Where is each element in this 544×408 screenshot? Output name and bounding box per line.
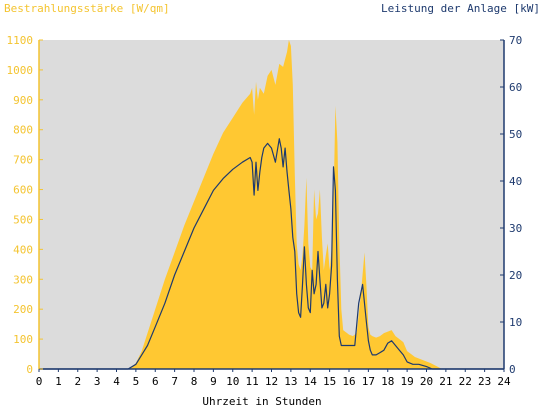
left-tick-label: 700: [13, 154, 33, 167]
left-tick-label: 300: [13, 273, 33, 286]
x-tick-label: 6: [152, 375, 159, 388]
right-tick-label: 60: [509, 81, 522, 94]
x-tick-label: 23: [478, 375, 491, 388]
x-tick-label: 18: [381, 375, 394, 388]
left-tick-label: 900: [13, 94, 33, 107]
left-tick-label: 500: [13, 213, 33, 226]
left-tick-label: 1100: [7, 34, 34, 47]
x-tick-label: 17: [362, 375, 375, 388]
right-tick-label: 0: [509, 363, 516, 376]
x-tick-label: 13: [284, 375, 297, 388]
x-tick-label: 9: [210, 375, 217, 388]
x-tick-label: 22: [459, 375, 472, 388]
power-line: [39, 138, 504, 370]
axes-layer: 0100200300400500600700800900100011000102…: [7, 34, 523, 388]
x-tick-label: 16: [342, 375, 355, 388]
right-tick-label: 50: [509, 128, 522, 141]
x-tick-label: 5: [133, 375, 140, 388]
left-tick-label: 1000: [7, 64, 34, 77]
x-tick-label: 2: [74, 375, 81, 388]
right-tick-label: 10: [509, 316, 522, 329]
left-tick-label: 0: [26, 363, 33, 376]
x-tick-label: 1: [55, 375, 62, 388]
left-tick-label: 400: [13, 243, 33, 256]
x-tick-label: 4: [113, 375, 120, 388]
right-tick-label: 20: [509, 269, 522, 282]
irradiance-area: [39, 40, 504, 369]
right-axis-title: Leistung der Anlage [kW]: [381, 2, 540, 15]
x-tick-label: 3: [94, 375, 101, 388]
x-tick-label: 11: [246, 375, 259, 388]
left-axis-title: Bestrahlungsstärke [W/qm]: [4, 2, 170, 15]
series-layer: [39, 40, 504, 370]
left-tick-label: 100: [13, 333, 33, 346]
left-tick-label: 600: [13, 184, 33, 197]
x-tick-label: 24: [497, 375, 511, 388]
x-tick-label: 7: [171, 375, 178, 388]
left-tick-label: 800: [13, 124, 33, 137]
x-axis-label: Uhrzeit in Stunden: [202, 395, 321, 408]
right-tick-label: 70: [509, 34, 522, 47]
x-tick-label: 8: [191, 375, 198, 388]
x-tick-label: 19: [401, 375, 414, 388]
x-tick-label: 15: [323, 375, 336, 388]
x-tick-label: 10: [226, 375, 239, 388]
x-tick-label: 20: [420, 375, 433, 388]
x-tick-label: 12: [265, 375, 278, 388]
right-tick-label: 30: [509, 222, 522, 235]
x-tick-label: 21: [439, 375, 452, 388]
right-tick-label: 40: [509, 175, 522, 188]
x-tick-label: 14: [304, 375, 318, 388]
left-tick-label: 200: [13, 303, 33, 316]
x-tick-label: 0: [36, 375, 43, 388]
